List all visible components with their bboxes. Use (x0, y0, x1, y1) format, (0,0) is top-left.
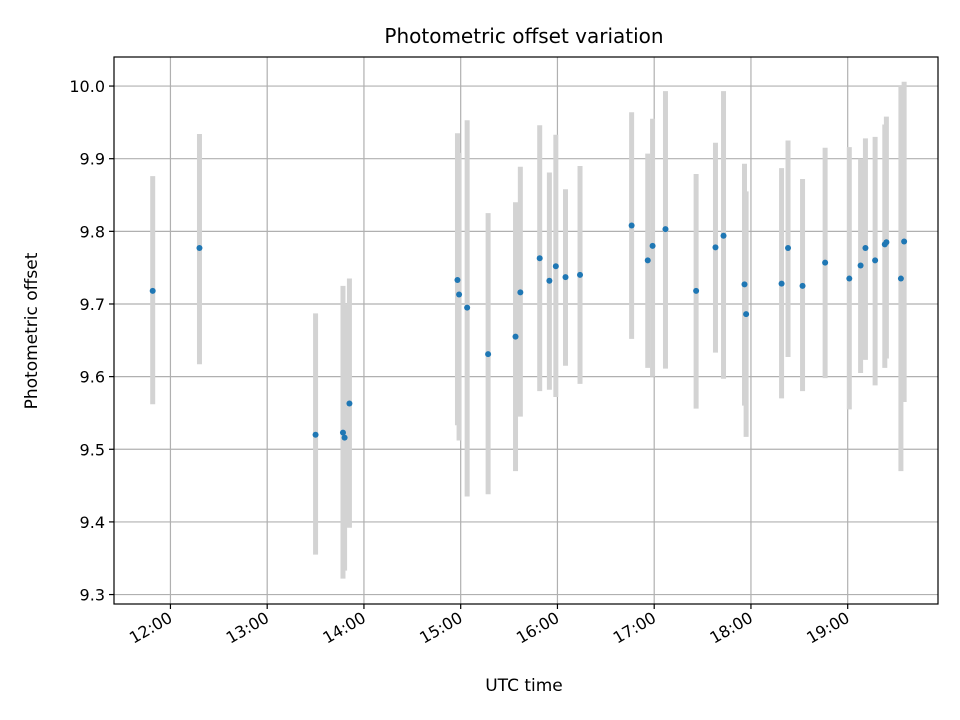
data-point (512, 333, 519, 340)
data-point (341, 434, 348, 441)
data-point (339, 429, 346, 436)
y-tick-label: 9.5 (80, 440, 105, 459)
data-point (897, 275, 904, 282)
data-point (785, 245, 792, 252)
y-tick-label: 10.0 (69, 77, 105, 96)
x-axis-title: UTC time (485, 676, 563, 696)
data-point (644, 257, 651, 264)
data-points (149, 222, 908, 441)
y-axis: 9.3 9.4 9.5 9.6 9.7 9.8 9.9 10.0 (69, 77, 114, 605)
y-tick-label: 9.3 (80, 586, 105, 605)
data-point (712, 244, 719, 251)
y-tick-label: 9.8 (80, 222, 105, 241)
data-point (149, 287, 156, 294)
data-point (872, 257, 879, 264)
data-point (517, 289, 524, 296)
data-point (536, 255, 543, 262)
plot-frame (113, 56, 939, 605)
data-point (196, 245, 203, 252)
y-tick-label: 9.4 (80, 513, 105, 532)
data-point (649, 242, 656, 249)
data-point (799, 282, 806, 289)
data-point (546, 277, 553, 284)
data-point (562, 274, 569, 281)
data-point (846, 275, 853, 282)
y-tick-label: 9.9 (80, 150, 105, 169)
data-point (464, 304, 471, 311)
data-point (485, 351, 492, 358)
y-axis-title: Photometric offset (22, 252, 42, 409)
data-point (552, 263, 559, 270)
data-point (662, 226, 669, 233)
y-tick-label: 9.6 (80, 368, 105, 387)
data-point (743, 311, 750, 318)
data-point (312, 431, 319, 438)
data-point (720, 232, 727, 239)
data-point (456, 291, 463, 298)
data-point (693, 287, 700, 294)
data-point (778, 280, 785, 287)
data-point (346, 400, 353, 407)
data-point (822, 259, 829, 266)
data-point (901, 238, 908, 245)
data-point (857, 262, 864, 269)
data-point (741, 281, 748, 288)
data-point (883, 239, 890, 246)
data-point (628, 222, 635, 229)
y-tick-label: 9.7 (80, 295, 105, 314)
data-point (454, 277, 461, 284)
data-point (577, 271, 584, 278)
data-point (862, 245, 869, 252)
chart-title: Photometric offset variation (384, 24, 663, 48)
